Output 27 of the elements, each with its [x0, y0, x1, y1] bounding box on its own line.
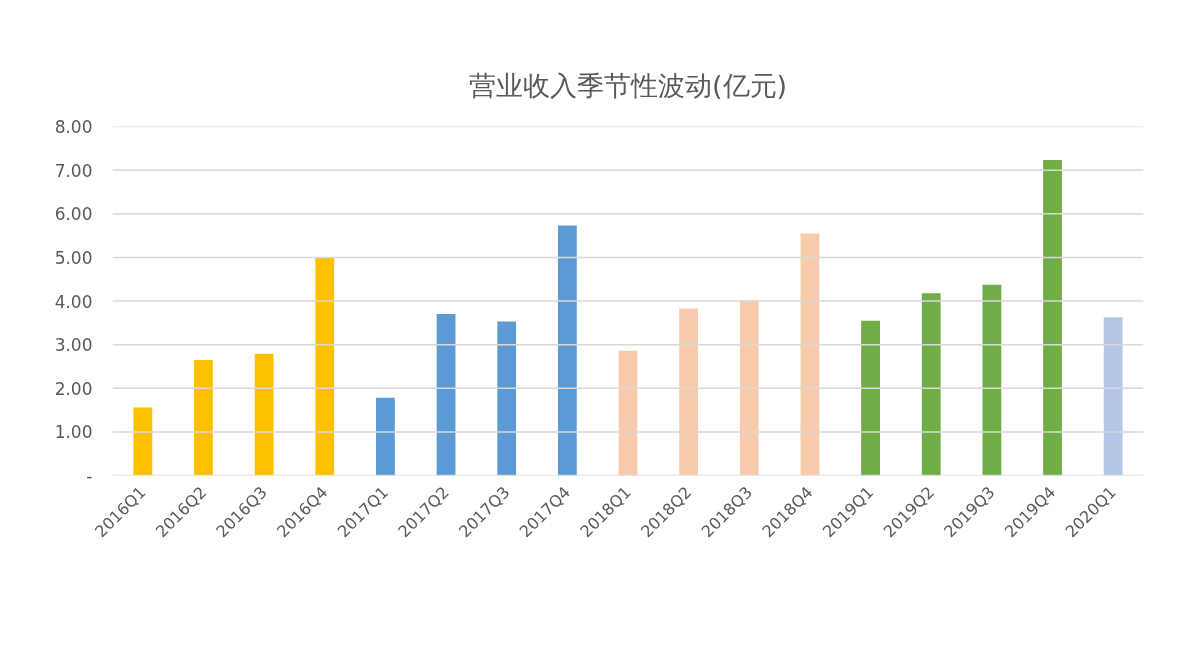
bar [436, 314, 456, 476]
y-tick-label: 2.00 [54, 378, 93, 399]
y-tick-label: 3.00 [54, 335, 93, 356]
y-tick-label: 5.00 [54, 247, 93, 268]
y-tick-label: 4.00 [54, 291, 93, 312]
y-tick-label: - [86, 466, 93, 486]
bar [133, 407, 153, 476]
bar [497, 321, 517, 476]
bar [1043, 160, 1062, 476]
y-tick-label: 1.00 [54, 422, 93, 443]
bar [194, 359, 213, 476]
y-tick-label: 7.00 [54, 160, 93, 181]
y-tick-label: 6.00 [54, 204, 93, 225]
y-tick-label: 8.00 [54, 117, 93, 137]
bar [376, 397, 395, 476]
bar [739, 300, 759, 476]
bar [315, 257, 335, 476]
chart-title: 营业收入季节性波动(亿元) [468, 69, 788, 101]
bar [618, 350, 638, 476]
bar [679, 308, 699, 476]
bar [254, 353, 274, 476]
bar [1103, 317, 1123, 476]
bar [921, 293, 941, 476]
bar [557, 225, 577, 476]
bar [861, 320, 880, 476]
bar [800, 233, 820, 476]
bar [982, 284, 1002, 476]
